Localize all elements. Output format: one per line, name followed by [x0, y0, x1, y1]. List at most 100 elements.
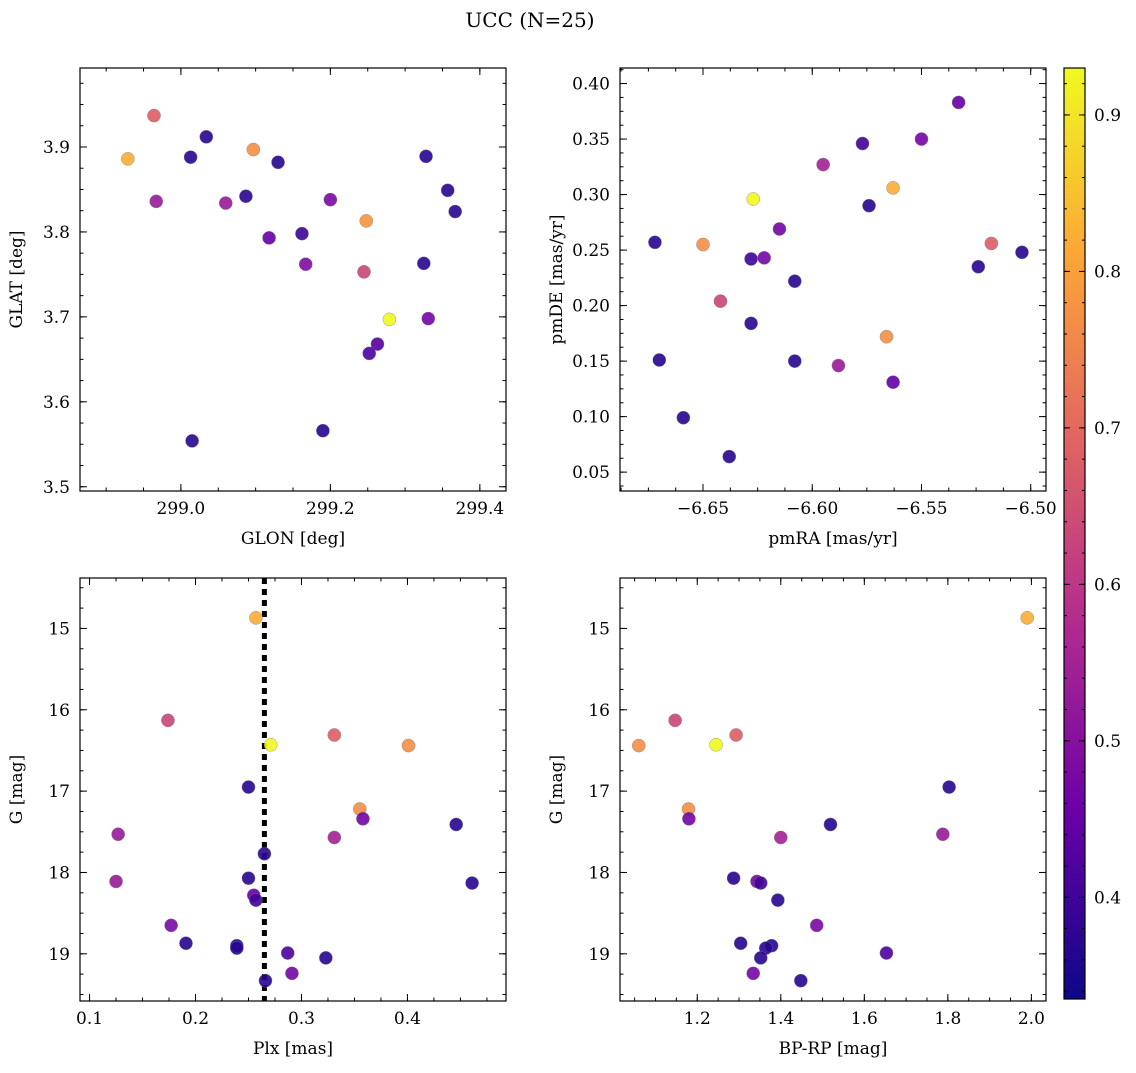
- data-point: [787, 354, 802, 368]
- y-tick-label: 18: [588, 863, 610, 883]
- data-point: [357, 265, 371, 279]
- data-point: [263, 737, 278, 752]
- data-point: [246, 142, 261, 157]
- y-tick-label: 3.6: [43, 393, 70, 413]
- data-point: [886, 181, 900, 195]
- data-point: [652, 353, 667, 367]
- data-point: [744, 252, 758, 266]
- data-point: [816, 157, 830, 172]
- data-point: [936, 827, 950, 842]
- data-point: [753, 876, 768, 890]
- data-point: [241, 871, 256, 885]
- data-point: [295, 226, 309, 241]
- colorbar: 0.4 0.5 0.6 0.7 0.8 0.9: [1063, 67, 1121, 1000]
- data-point: [682, 811, 696, 826]
- figure-title: UCC (N=25): [465, 8, 594, 32]
- data-point: [164, 918, 178, 933]
- data-point: [239, 189, 253, 204]
- panel-proper-motion: −6.65 −6.60 −6.55 −6.50 0.05 0.10 0.15 0.20 0.25…: [547, 67, 1057, 549]
- data-point: [744, 316, 758, 331]
- data-point: [280, 946, 295, 960]
- data-point: [729, 728, 743, 742]
- panel-cmd-color: 1.2 1.4 1.6 1.8 2.0 15 16 17 18 19 BP-RP [mag] G [m…: [547, 577, 1047, 1059]
- data-point: [258, 973, 273, 988]
- data-point: [316, 423, 330, 438]
- x-tick-label: 1.6: [851, 1009, 878, 1029]
- data-point: [419, 149, 433, 164]
- data-point: [746, 192, 761, 206]
- data-point: [149, 194, 164, 209]
- data-point: [121, 152, 135, 166]
- y-tick-label: 17: [588, 782, 610, 802]
- data-point: [185, 434, 199, 448]
- y-axis-label: GLAT [deg]: [7, 230, 27, 328]
- data-point: [465, 876, 479, 890]
- data-point: [772, 222, 787, 236]
- y-axis-label: G [mag]: [547, 755, 567, 824]
- colorbar-tick-label: 0.8: [1094, 262, 1121, 282]
- y-tick-label: 18: [48, 863, 70, 883]
- data-point: [631, 738, 646, 753]
- data-point: [771, 893, 785, 907]
- data-point: [809, 918, 824, 933]
- data-point: [862, 198, 876, 213]
- y-tick-label: 0.35: [572, 130, 610, 150]
- data-point: [298, 257, 313, 272]
- data-point: [773, 830, 788, 845]
- x-axis-label: GLON [deg]: [241, 529, 345, 549]
- data-point: [726, 871, 741, 885]
- data-point: [1015, 245, 1029, 260]
- data-point: [1020, 611, 1035, 625]
- data-point: [262, 231, 276, 245]
- data-point: [449, 817, 463, 832]
- y-tick-label: 0.25: [572, 241, 610, 261]
- x-tick-label: 299.2: [306, 499, 355, 519]
- x-tick-label: −6.55: [895, 499, 947, 519]
- data-point: [401, 738, 416, 753]
- y-tick-label: 0.30: [572, 186, 610, 206]
- colorbar-gradient: [1063, 67, 1086, 1000]
- y-tick-label: 3.5: [43, 478, 70, 498]
- colorbar-tick-label: 0.4: [1094, 888, 1121, 908]
- data-point: [179, 936, 193, 951]
- colorbar-tick-label: 0.5: [1094, 732, 1121, 752]
- data-point: [327, 830, 342, 845]
- data-point: [109, 874, 123, 889]
- x-tick-label: 0.1: [76, 1009, 103, 1029]
- x-tick-label: 1.4: [767, 1009, 794, 1029]
- data-point: [327, 728, 342, 742]
- data-point: [914, 132, 929, 146]
- x-tick-label: 299.4: [456, 499, 505, 519]
- data-point: [416, 256, 431, 271]
- y-tick-label: 0.40: [572, 75, 610, 95]
- data-point: [230, 941, 244, 955]
- panel-cmd-parallax: 0.1 0.2 0.3 0.4 15 16 17 18 19 Plx [mas] G [mag]: [7, 577, 507, 1059]
- data-point: [879, 329, 894, 344]
- y-axis-label: pmDE [mas/yr]: [547, 214, 567, 344]
- data-point: [787, 274, 802, 288]
- colorbar-tick-label: 0.9: [1094, 106, 1121, 126]
- y-tick-label: 0.20: [572, 297, 610, 317]
- y-tick-label: 0.05: [572, 463, 610, 483]
- data-point: [823, 817, 838, 832]
- data-point: [359, 214, 374, 228]
- y-tick-label: 3.8: [43, 223, 70, 243]
- data-point: [676, 410, 691, 425]
- y-tick-label: 0.10: [572, 408, 610, 428]
- x-tick-label: 2.0: [1018, 1009, 1045, 1029]
- data-point: [984, 236, 999, 251]
- data-point: [271, 155, 285, 170]
- x-axis-label: pmRA [mas/yr]: [768, 529, 897, 549]
- x-axis-label: BP-RP [mag]: [779, 1039, 888, 1059]
- data-point: [147, 108, 161, 123]
- colorbar-tick-label: 0.6: [1094, 575, 1121, 595]
- data-point: [746, 966, 761, 981]
- y-tick-label: 16: [588, 701, 610, 721]
- data-point: [257, 846, 272, 861]
- data-point: [753, 951, 768, 965]
- data-point: [886, 375, 900, 389]
- data-point: [879, 946, 894, 960]
- y-tick-label: 0.15: [572, 352, 610, 372]
- y-tick-label: 16: [48, 701, 70, 721]
